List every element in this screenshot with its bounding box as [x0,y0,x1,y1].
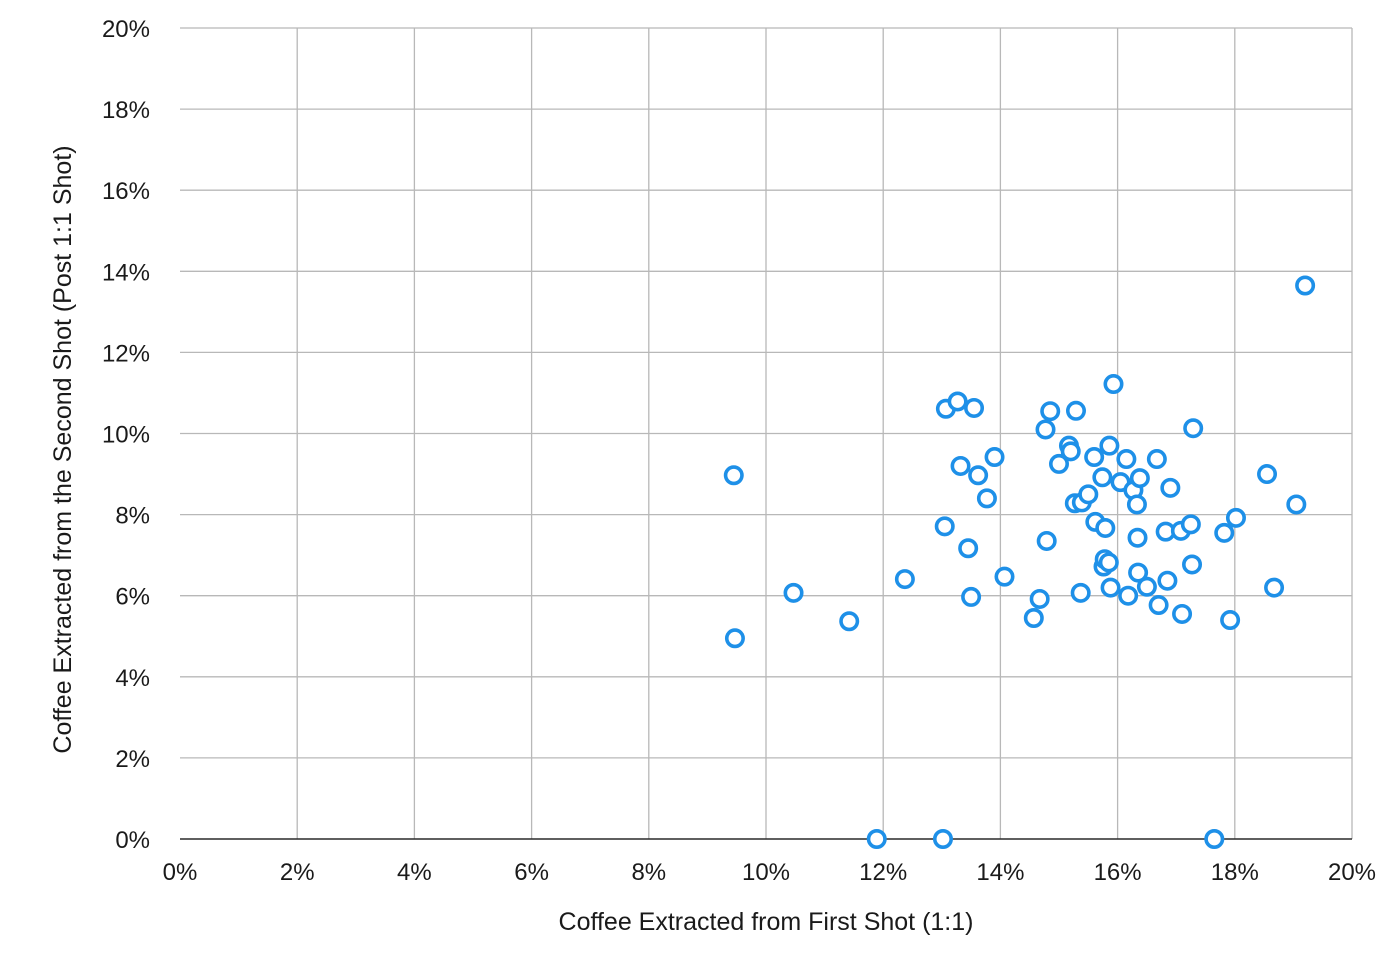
data-point [724,628,745,649]
data-point [783,582,804,603]
data-point [1182,554,1203,575]
y-tick-label: 14% [102,259,150,286]
data-point [1146,449,1167,470]
data-point [1029,588,1050,609]
data-point [1157,570,1178,591]
y-axis-title: Coffee Extracted from the Second Shot (P… [49,145,77,753]
data-point [723,465,744,486]
data-point [1103,374,1124,395]
data-point [1286,494,1307,515]
y-tick-label: 10% [102,422,150,449]
data-point [1257,464,1278,485]
data-point [934,516,955,537]
data-point [894,569,915,590]
y-tick-label: 8% [115,503,150,530]
data-point [1040,401,1061,422]
data-point [1183,418,1204,439]
data-point [1127,527,1148,548]
data-point [1128,562,1149,583]
y-tick-label: 6% [115,584,150,611]
data-point [1084,447,1105,468]
data-point [947,391,968,412]
data-point [866,828,887,849]
data-point [1116,449,1137,470]
x-tick-label: 14% [976,859,1024,886]
data-point [1160,477,1181,498]
data-point [839,611,860,632]
data-point [1129,468,1150,489]
x-tick-label: 0% [163,859,198,886]
data-point [1214,522,1235,543]
x-tick-label: 2% [280,859,315,886]
data-point [984,447,1005,468]
tick-labels: 0% 2% 4% 6% 8% 10% 12% 14% 16% 18% 20% 0% 2% 4% 6% 8% 10… [102,16,1376,886]
data-point [1172,603,1193,624]
data-point [1098,552,1119,573]
data-point [1225,507,1246,528]
data-point [1126,494,1147,515]
x-tick-label: 16% [1094,859,1142,886]
data-point [1136,576,1157,597]
data-point [1204,828,1225,849]
data-point [994,566,1015,587]
x-tick-label: 12% [859,859,907,886]
data-point [968,465,989,486]
data-point [1035,419,1056,440]
data-point [1099,435,1120,456]
data-point [1065,400,1086,421]
data-point [1148,595,1169,616]
y-tick-label: 0% [115,827,150,854]
x-tick-label: 6% [514,859,549,886]
x-tick-label: 20% [1328,859,1376,886]
data-point [1100,577,1121,598]
y-tick-label: 12% [102,340,150,367]
x-tick-label: 18% [1211,859,1259,886]
data-point [1220,610,1241,631]
data-points [723,275,1316,849]
data-point [964,397,985,418]
data-point [1118,585,1139,606]
x-tick-label: 10% [742,859,790,886]
data-point [1070,582,1091,603]
grid-lines [180,27,1353,839]
data-point [1078,484,1099,505]
data-point [958,538,979,559]
data-point [1180,514,1201,535]
data-point [976,488,997,509]
data-point [1049,453,1070,474]
data-point [961,586,982,607]
data-point [1264,577,1285,598]
y-tick-label: 2% [115,746,150,773]
y-tick-label: 4% [115,665,150,692]
data-point [950,455,971,476]
x-tick-label: 4% [397,859,432,886]
data-point [1023,608,1044,629]
data-point [1095,517,1116,538]
y-tick-label: 16% [102,178,150,205]
data-point [932,828,953,849]
x-axis-title: Coffee Extracted from First Shot (1:1) [559,908,974,936]
x-tick-label: 8% [631,859,666,886]
data-point [1295,275,1316,296]
y-tick-label: 20% [102,16,150,43]
data-point [1036,530,1057,551]
y-tick-label: 18% [102,97,150,124]
data-point [1092,467,1113,488]
data-point [1060,441,1081,462]
